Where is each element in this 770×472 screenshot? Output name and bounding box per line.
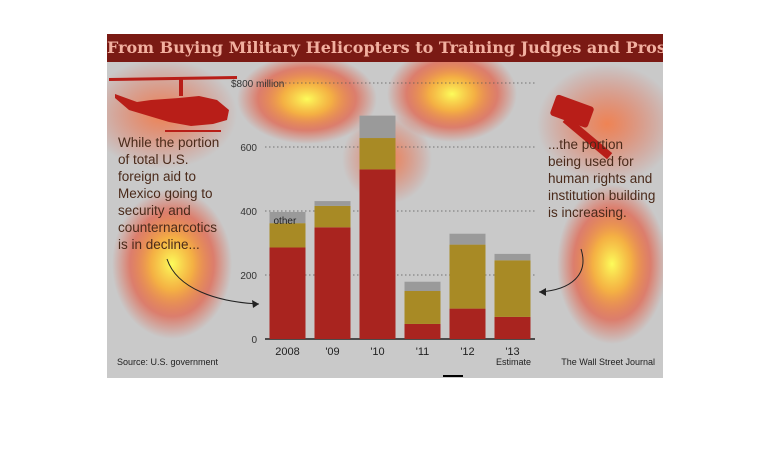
bar-segment — [449, 244, 486, 309]
right-arrow — [538, 248, 584, 293]
right-arrow-head — [539, 288, 546, 296]
x-tick-label: 2008 — [275, 346, 299, 358]
source-note: Source: U.S. government — [117, 357, 219, 367]
bar-segment — [269, 247, 306, 339]
x-tick-label: '12 — [460, 346, 474, 358]
right-annotation: ...the portion being used for human righ… — [548, 137, 656, 220]
chart-canvas: 0 200 400 600 $800 million 2008 '09 '10 '11 '12 '1… — [109, 76, 613, 358]
bar-segment — [314, 201, 351, 206]
estimate-label: Estimate — [496, 357, 532, 367]
bar-segment — [359, 115, 396, 139]
bar-segment — [314, 227, 351, 339]
bar-segment — [269, 223, 306, 248]
x-tick-label: '10 — [370, 346, 384, 358]
y-tick-label: 200 — [240, 271, 257, 282]
chart-figure: 0 200 400 600 $800 million 2008 '09 '10 '11 '12 '1… — [107, 34, 663, 378]
bar-segment — [404, 281, 441, 291]
bar-segment — [359, 138, 396, 170]
y-tick-label: $800 million — [231, 79, 284, 90]
chart-title: From Buying Military Helicopters to Trai… — [107, 34, 663, 62]
helicopter-icon — [109, 76, 237, 132]
y-tick-label: 600 — [240, 143, 257, 154]
bar-segment — [404, 323, 441, 339]
x-tick-label: '09 — [325, 346, 339, 358]
bar-segment — [494, 260, 531, 317]
bar-segment — [404, 291, 441, 324]
left-arrow-head — [252, 300, 259, 308]
left-annotation: While the portion of total U.S. foreign … — [118, 135, 220, 252]
gavel-icon — [550, 94, 613, 160]
bar-segment — [449, 233, 486, 245]
publisher-credit: The Wall Street Journal — [561, 357, 655, 367]
cursor-mark — [443, 375, 463, 377]
y-tick-label: 0 — [251, 335, 257, 346]
x-tick-label: '11 — [416, 346, 430, 358]
bar-segment — [314, 205, 351, 228]
bar-segment — [359, 169, 396, 339]
left-arrow — [166, 258, 260, 305]
bar-segment — [269, 211, 306, 224]
y-tick-label: 400 — [240, 207, 257, 218]
other-series-label: other — [274, 216, 297, 227]
bar-segment — [449, 308, 486, 339]
bar-segment — [494, 316, 531, 339]
x-tick-label: '13 — [505, 346, 519, 358]
bar-segment — [494, 253, 531, 261]
